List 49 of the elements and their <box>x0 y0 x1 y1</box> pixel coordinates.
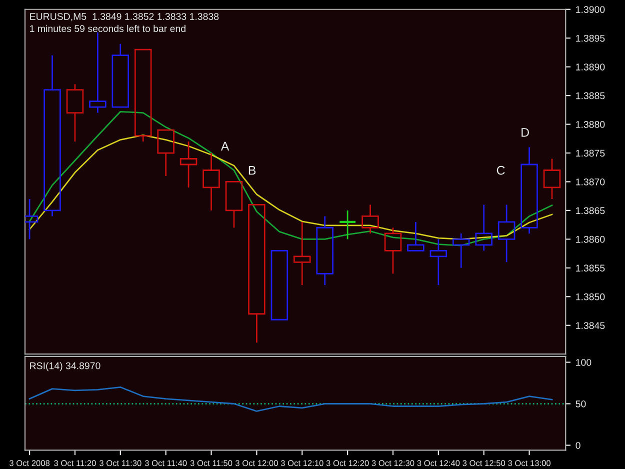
candlestick <box>293 221 311 286</box>
candlestick <box>498 204 516 263</box>
x-tick-label: 3 Oct 11:40 <box>144 460 187 466</box>
line-series <box>28 386 553 412</box>
text: 1 minutes 59 seconds left to bar end <box>30 24 186 32</box>
x-tick-label: 3 Oct 12:00 <box>235 460 278 466</box>
chart-title: EURUSD,M5 1.3849 1.3852 1.3833 1.3838 <box>30 13 219 22</box>
y-tick-label: 1.3880 <box>576 121 605 128</box>
candlestick <box>180 140 198 188</box>
annotation: A <box>220 142 230 150</box>
y-tick-label: 100 <box>576 358 592 366</box>
y-tick-label: 50 <box>576 400 586 408</box>
candlestick <box>44 54 61 217</box>
y-tick-label: 1.3890 <box>576 64 605 70</box>
x-tick-label: 3 Oct 2008 <box>9 460 50 466</box>
y-tick-label: 1.3860 <box>576 236 605 243</box>
y-tick-label: 1.3875 <box>576 150 605 157</box>
y-tick-label: 1.3855 <box>576 264 605 272</box>
x-tick-label: 3 Oct 12:30 <box>372 460 414 466</box>
y-tick-label: 1.3850 <box>576 293 605 300</box>
y-tick-label: 0 <box>576 442 580 449</box>
x-tick-label: 3 Oct 13:00 <box>508 460 550 466</box>
candlestick <box>452 232 470 269</box>
annotation: C <box>496 166 505 175</box>
y-tick-label: 1.3885 <box>576 92 605 100</box>
candlestick <box>543 158 561 200</box>
x-tick-label: 3 Oct 12:10 <box>280 460 324 466</box>
annotation: B <box>248 166 256 175</box>
annotation: RSI(14) 34.8970 <box>30 362 100 372</box>
x-tick-label: 3 Oct 11:20 <box>54 460 96 466</box>
y-tick-label: 1.3895 <box>576 34 605 42</box>
y-tick-label: 1.3900 <box>576 6 605 13</box>
candlestick <box>430 238 448 286</box>
candlestick <box>202 152 220 212</box>
candlestick <box>520 146 538 234</box>
candlestick <box>316 216 334 286</box>
y-tick-label: 1.3865 <box>576 207 605 214</box>
candlestick <box>475 204 492 252</box>
x-tick-label: 3 Oct 11:50 <box>190 460 232 466</box>
x-tick-label: 3 Oct 12:50 <box>462 460 506 466</box>
candlestick <box>338 210 357 240</box>
candlestick <box>362 204 379 234</box>
x-tick-label: 3 Oct 12:20 <box>326 460 369 466</box>
candlestick <box>89 32 106 114</box>
y-tick-label: 1.3845 <box>576 322 605 329</box>
x-tick-label: 3 Oct 11:30 <box>99 460 142 466</box>
y-tick-label: 1.3870 <box>576 178 605 186</box>
annotation: D <box>522 128 529 137</box>
x-tick-label: 3 Oct 12:40 <box>417 460 460 466</box>
